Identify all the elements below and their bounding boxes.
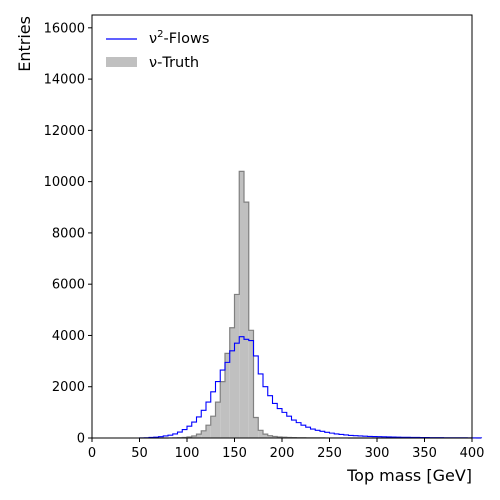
truth-bar xyxy=(201,430,206,438)
y-tick-label: 6000 xyxy=(52,278,85,293)
flows-step-line xyxy=(138,336,483,439)
plot-area xyxy=(138,170,483,439)
x-tick-label: 400 xyxy=(460,446,485,461)
truth-bar xyxy=(267,435,273,438)
y-tick-label: 14000 xyxy=(44,73,85,88)
y-tick-label: 16000 xyxy=(44,21,85,36)
x-tick-label: 350 xyxy=(412,446,437,461)
truth-outline xyxy=(139,170,482,439)
x-axis-label: Top mass [GeV] xyxy=(346,466,472,485)
y-tick-label: 2000 xyxy=(52,380,85,395)
y-tick-label: 4000 xyxy=(52,329,85,344)
plot-frame xyxy=(91,14,473,439)
legend-swatch-truth xyxy=(106,57,137,67)
y-tick-label: 8000 xyxy=(52,226,85,241)
truth-bar xyxy=(210,416,216,438)
truth-bar xyxy=(196,434,202,438)
truth-bar xyxy=(191,435,197,438)
truth-bar xyxy=(206,425,211,438)
x-tick-label: 0 xyxy=(88,446,96,461)
truth-bar xyxy=(225,353,230,438)
y-tick-label: 12000 xyxy=(44,124,85,139)
x-tick-label: 250 xyxy=(317,446,342,461)
x-tick-label: 100 xyxy=(175,446,200,461)
truth-bar xyxy=(215,402,221,438)
truth-bar xyxy=(248,330,254,438)
y-tick-label: 10000 xyxy=(44,175,85,190)
truth-bar xyxy=(272,436,278,438)
truth-bar xyxy=(244,202,249,438)
x-tick-label: 150 xyxy=(222,446,247,461)
legend: ν2-Flows ν-Truth xyxy=(106,29,209,71)
x-tick-label: 50 xyxy=(131,446,148,461)
truth-bar xyxy=(253,417,259,438)
legend-label-flows: ν2-Flows xyxy=(149,29,209,47)
truth-bar xyxy=(239,171,244,438)
truth-bar xyxy=(258,430,263,438)
x-tick-label: 300 xyxy=(365,446,390,461)
truth-bar xyxy=(263,434,268,438)
truth-bar xyxy=(220,381,225,438)
legend-label-truth: ν-Truth xyxy=(149,55,199,71)
x-tick-label: 200 xyxy=(270,446,295,461)
y-axis-label: Entries xyxy=(15,16,34,72)
y-tick-label: 0 xyxy=(77,432,85,447)
truth-bar xyxy=(234,294,240,438)
axes: 0 50 100 150 200 250 300 350 4000200040006000800… xyxy=(44,14,485,461)
truth-bar xyxy=(229,327,235,438)
